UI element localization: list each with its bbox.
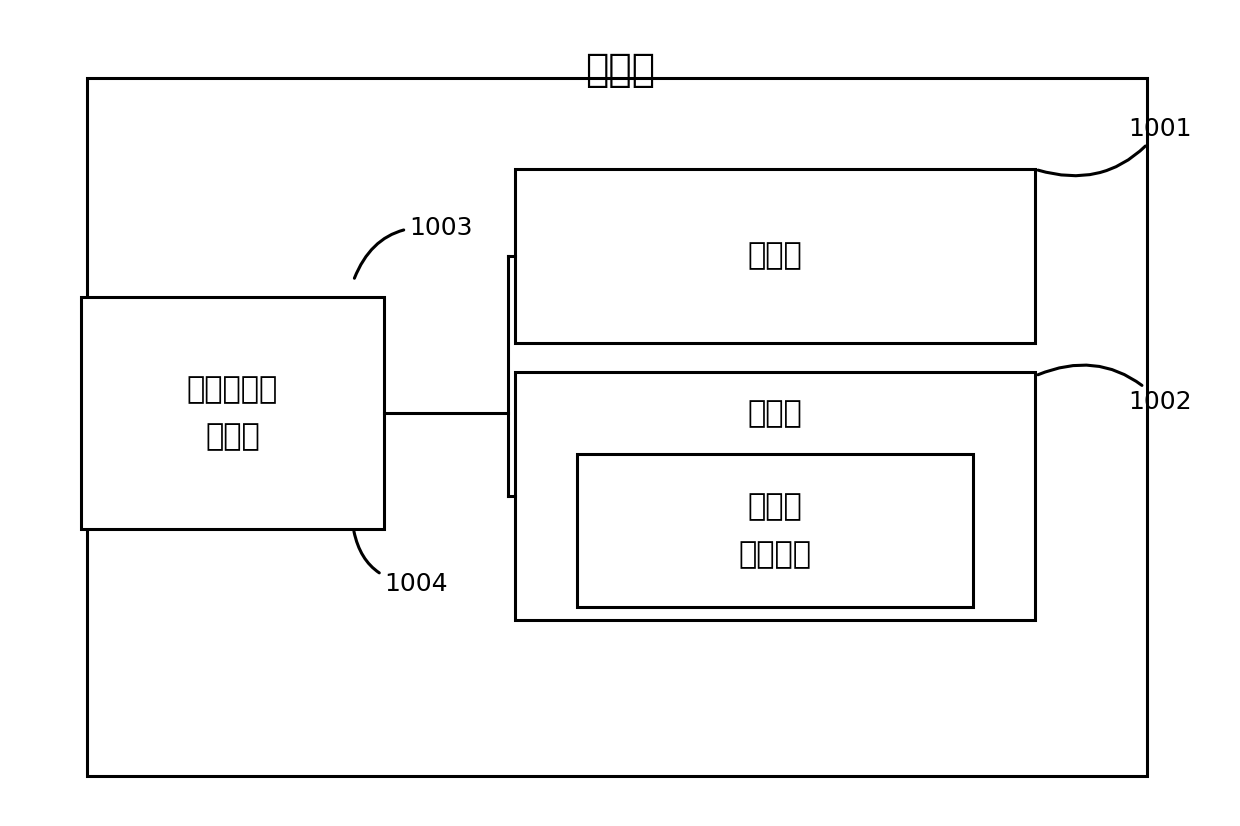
Text: 空调器: 空调器: [585, 51, 655, 89]
Text: 1002: 1002: [1038, 365, 1192, 414]
Bar: [81, 297, 384, 529]
Bar: [515, 372, 1035, 620]
Text: 空调器
控制程序: 空调器 控制程序: [739, 492, 811, 569]
Bar: [515, 169, 1035, 343]
Text: 1004: 1004: [353, 531, 448, 596]
Text: 1001: 1001: [1038, 117, 1192, 176]
Text: 处理器: 处理器: [748, 241, 802, 271]
Text: 1003: 1003: [355, 216, 472, 278]
Bar: [87, 78, 1147, 776]
Text: 睡眠信息检
测装置: 睡眠信息检 测装置: [187, 375, 278, 451]
Bar: [577, 454, 973, 607]
Text: 存储器: 存储器: [748, 399, 802, 429]
